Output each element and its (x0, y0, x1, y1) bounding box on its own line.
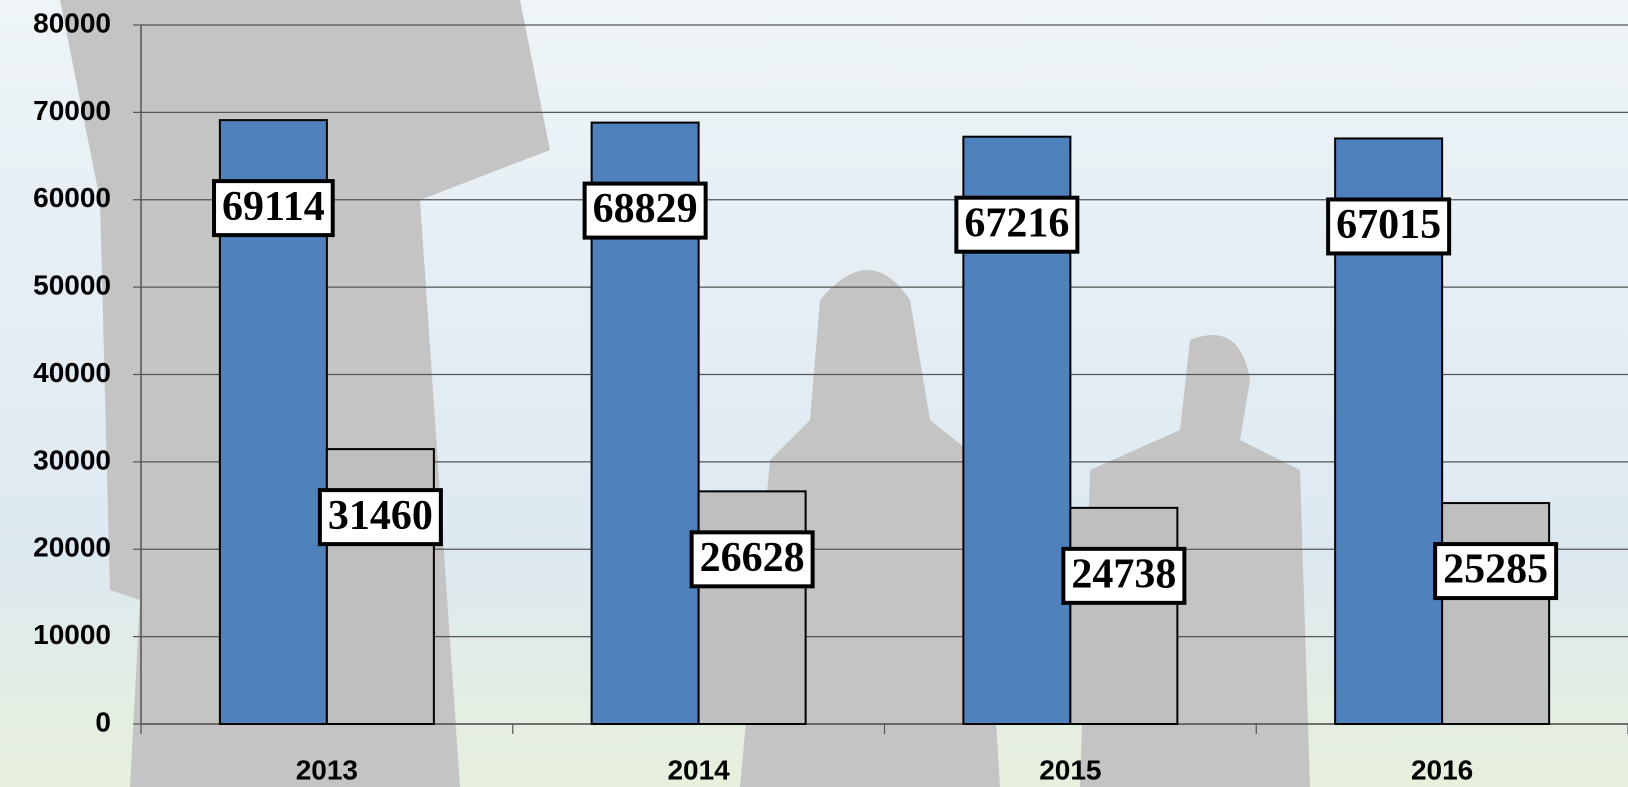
bar (1441, 502, 1551, 726)
y-tick-label: 40000 (33, 357, 111, 388)
data-label-box (954, 195, 1080, 254)
data-label: 31460 (328, 493, 433, 539)
y-tick-label: 70000 (33, 95, 111, 126)
data-label-box (317, 488, 443, 547)
data-label: 69114 (222, 184, 325, 230)
data-label-box (1326, 197, 1452, 256)
y-tick-label: 20000 (33, 532, 111, 563)
bar (697, 490, 807, 726)
data-label: 67015 (1336, 202, 1441, 248)
y-tick-label: 0 (95, 706, 111, 737)
data-label: 67216 (964, 200, 1069, 246)
y-tick-label: 10000 (33, 619, 111, 650)
y-tick-label: 80000 (33, 7, 111, 38)
data-label-box (689, 530, 815, 589)
data-label: 24738 (1071, 551, 1176, 597)
data-label: 26628 (700, 535, 805, 581)
y-tick-label: 60000 (33, 182, 111, 213)
data-label: 25285 (1443, 547, 1548, 593)
data-label-box (1061, 546, 1187, 605)
bar (1069, 506, 1179, 725)
x-tick-label: 2016 (1411, 754, 1473, 785)
y-tick-label: 50000 (33, 270, 111, 301)
data-label-box (1433, 542, 1559, 601)
x-tick-label: 2014 (667, 754, 730, 785)
data-label-box (212, 179, 335, 238)
data-label: 68829 (593, 186, 698, 232)
data-label-box (582, 181, 708, 240)
x-tick-label: 2013 (296, 754, 358, 785)
x-tick-label: 2015 (1039, 754, 1101, 785)
y-tick-label: 30000 (33, 444, 111, 475)
